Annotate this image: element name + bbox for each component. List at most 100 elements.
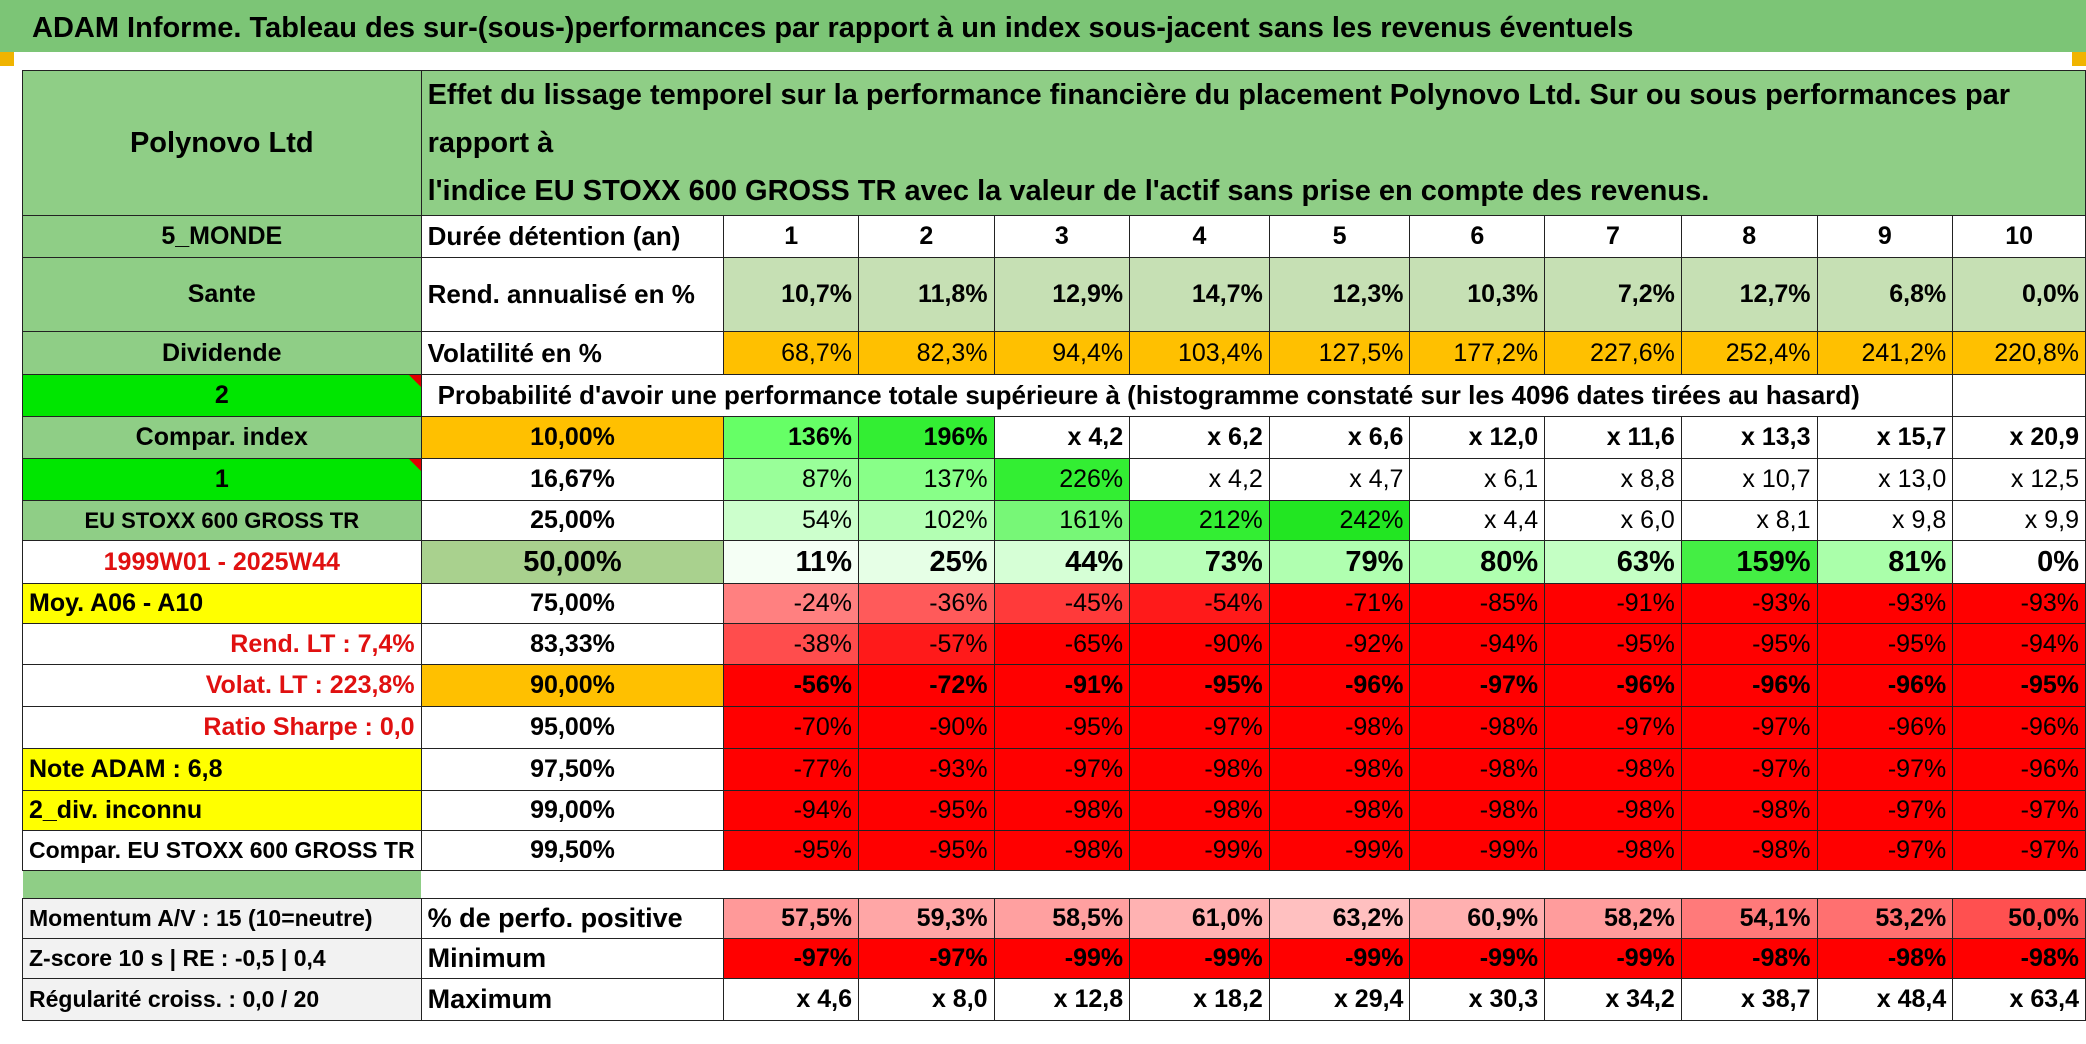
percentile-label: 50,00% [420, 540, 725, 584]
sector-label: Sante [22, 257, 422, 332]
value-cell: 242% [1268, 500, 1411, 541]
value-cell: -97% [1816, 748, 1954, 791]
value-cell: 137% [857, 458, 995, 501]
value-cell: -54% [1129, 583, 1270, 624]
value-cell: -95% [1544, 623, 1682, 665]
value-cell: -93% [857, 748, 995, 791]
maximum-label: Maximum [420, 978, 725, 1021]
volat-cell: 127,5% [1268, 331, 1411, 375]
value-cell: -57% [857, 623, 995, 665]
percentile-label: 25,00% [420, 500, 725, 541]
rend-cell: 12,7% [1680, 257, 1818, 332]
value-cell: -98% [1409, 790, 1546, 831]
value-cell: x 4,2 [993, 416, 1131, 459]
proba-label: Probabilité d'avoir une performance tota… [420, 374, 1954, 417]
percentile-row: 1999W01 - 2025W44 50,00% 11% 25% 44% 73% 79% 80… [22, 540, 2086, 584]
value-cell: x 13,0 [1816, 458, 1954, 501]
value-cell: -94% [1952, 623, 2086, 665]
zscore-label: Z-score 10 s | RE : -0,5 | 0,4 [22, 938, 422, 979]
value-cell: -97% [1409, 664, 1546, 707]
value-cell: -97% [1129, 706, 1270, 749]
value-cell: -99% [1129, 830, 1270, 871]
maximum-cell: x 63,4 [1952, 978, 2086, 1021]
param-1-cell[interactable]: 2 [22, 374, 422, 417]
minimum-cell: -97% [857, 938, 995, 979]
volat-cell: 103,4% [1129, 331, 1270, 375]
volat-cell: 177,2% [1409, 331, 1546, 375]
value-cell: x 6,0 [1544, 500, 1682, 541]
value-cell: -97% [1816, 830, 1954, 871]
value-cell: x 8,8 [1544, 458, 1682, 501]
positive-label: % de perfo. positive [420, 898, 725, 939]
spacer-green [22, 870, 422, 899]
value-cell: 136% [723, 416, 859, 459]
page-title: ADAM Informe. Tableau des sur-(sous-)per… [0, 0, 2086, 52]
positive-cell: 58,5% [993, 898, 1131, 939]
duree-label: Durée détention (an) [420, 215, 725, 258]
year-header-3: 3 [993, 215, 1131, 258]
value-cell: 25% [857, 540, 995, 584]
volat-cell: 220,8% [1952, 331, 2086, 375]
value-cell: -70% [723, 706, 859, 749]
sharpe-label: Ratio Sharpe : 0,0 [22, 706, 422, 749]
percentile-label: 99,50% [420, 830, 725, 871]
positive-cell: 58,2% [1544, 898, 1682, 939]
value-cell: -99% [1409, 830, 1546, 871]
positive-cell: 53,2% [1816, 898, 1954, 939]
value-cell: x 13,3 [1680, 416, 1818, 459]
momentum-label: Momentum A/V : 15 (10=neutre) [22, 898, 422, 939]
value-cell: -95% [993, 706, 1131, 749]
empty-cell [1952, 374, 2086, 417]
percentile-label: 99,00% [420, 790, 725, 831]
value-cell: x 12,5 [1952, 458, 2086, 501]
value-cell: -98% [1544, 830, 1682, 871]
value-cell: -98% [1409, 748, 1546, 791]
percentile-row: Compar. index 10,00% 136% 196% x 4,2 x 6,2 x 6… [22, 416, 2086, 459]
rend-cell: 10,7% [723, 257, 859, 332]
value-cell: -97% [1544, 706, 1682, 749]
value-cell: -56% [723, 664, 859, 707]
value-cell: -93% [1952, 583, 2086, 624]
value-cell: x 12,0 [1409, 416, 1546, 459]
corner-marker-right [2072, 52, 2086, 66]
value-cell: -98% [1129, 748, 1270, 791]
rend-cell: 12,3% [1268, 257, 1411, 332]
value-cell: x 6,2 [1129, 416, 1270, 459]
compar-index-label: Compar. index [22, 416, 422, 459]
rend-cell: 11,8% [857, 257, 995, 332]
maximum-cell: x 38,7 [1680, 978, 1818, 1021]
value-cell: -96% [1816, 706, 1954, 749]
value-cell: -95% [857, 790, 995, 831]
percentile-row: 1 16,67% 87% 137% 226% x 4,2 x 4,7 x 6,1 x 8,8 x … [22, 458, 2086, 501]
value-cell: -98% [1544, 790, 1682, 831]
value-cell: 11% [723, 540, 859, 584]
value-cell: -99% [1268, 830, 1411, 871]
year-header-9: 9 [1816, 215, 1954, 258]
value-cell: -96% [1952, 748, 2086, 791]
value-cell: 159% [1680, 540, 1818, 584]
percentile-row: 2_div. inconnu 99,00% -94% -95% -98% -98% -98%… [22, 790, 2086, 831]
maximum-cell: x 8,0 [857, 978, 995, 1021]
value-cell: -92% [1268, 623, 1411, 665]
value-cell: 79% [1268, 540, 1411, 584]
value-cell: 196% [857, 416, 995, 459]
year-header-1: 1 [723, 215, 859, 258]
value-cell: -95% [1816, 623, 1954, 665]
value-cell: -77% [723, 748, 859, 791]
rend-cell: 12,9% [993, 257, 1131, 332]
maximum-cell: x 29,4 [1268, 978, 1411, 1021]
positive-cell: 50,0% [1952, 898, 2086, 939]
minimum-label: Minimum [420, 938, 725, 979]
period-label: 1999W01 - 2025W44 [22, 540, 422, 584]
value-cell: -98% [1268, 790, 1411, 831]
description-line-2: l'indice EU STOXX 600 GROSS TR avec la v… [427, 175, 1710, 207]
percentile-label: 83,33% [420, 623, 725, 665]
value-cell: -96% [1952, 706, 2086, 749]
minimum-cell: -99% [1409, 938, 1546, 979]
value-cell: 87% [723, 458, 859, 501]
volat-cell: 227,6% [1544, 331, 1682, 375]
value-cell: 226% [993, 458, 1131, 501]
minimum-cell: -99% [1268, 938, 1411, 979]
value-cell: x 4,7 [1268, 458, 1411, 501]
percentile-row: Compar. EU STOXX 600 GROSS TR 99,50% -95% -… [22, 830, 2086, 871]
